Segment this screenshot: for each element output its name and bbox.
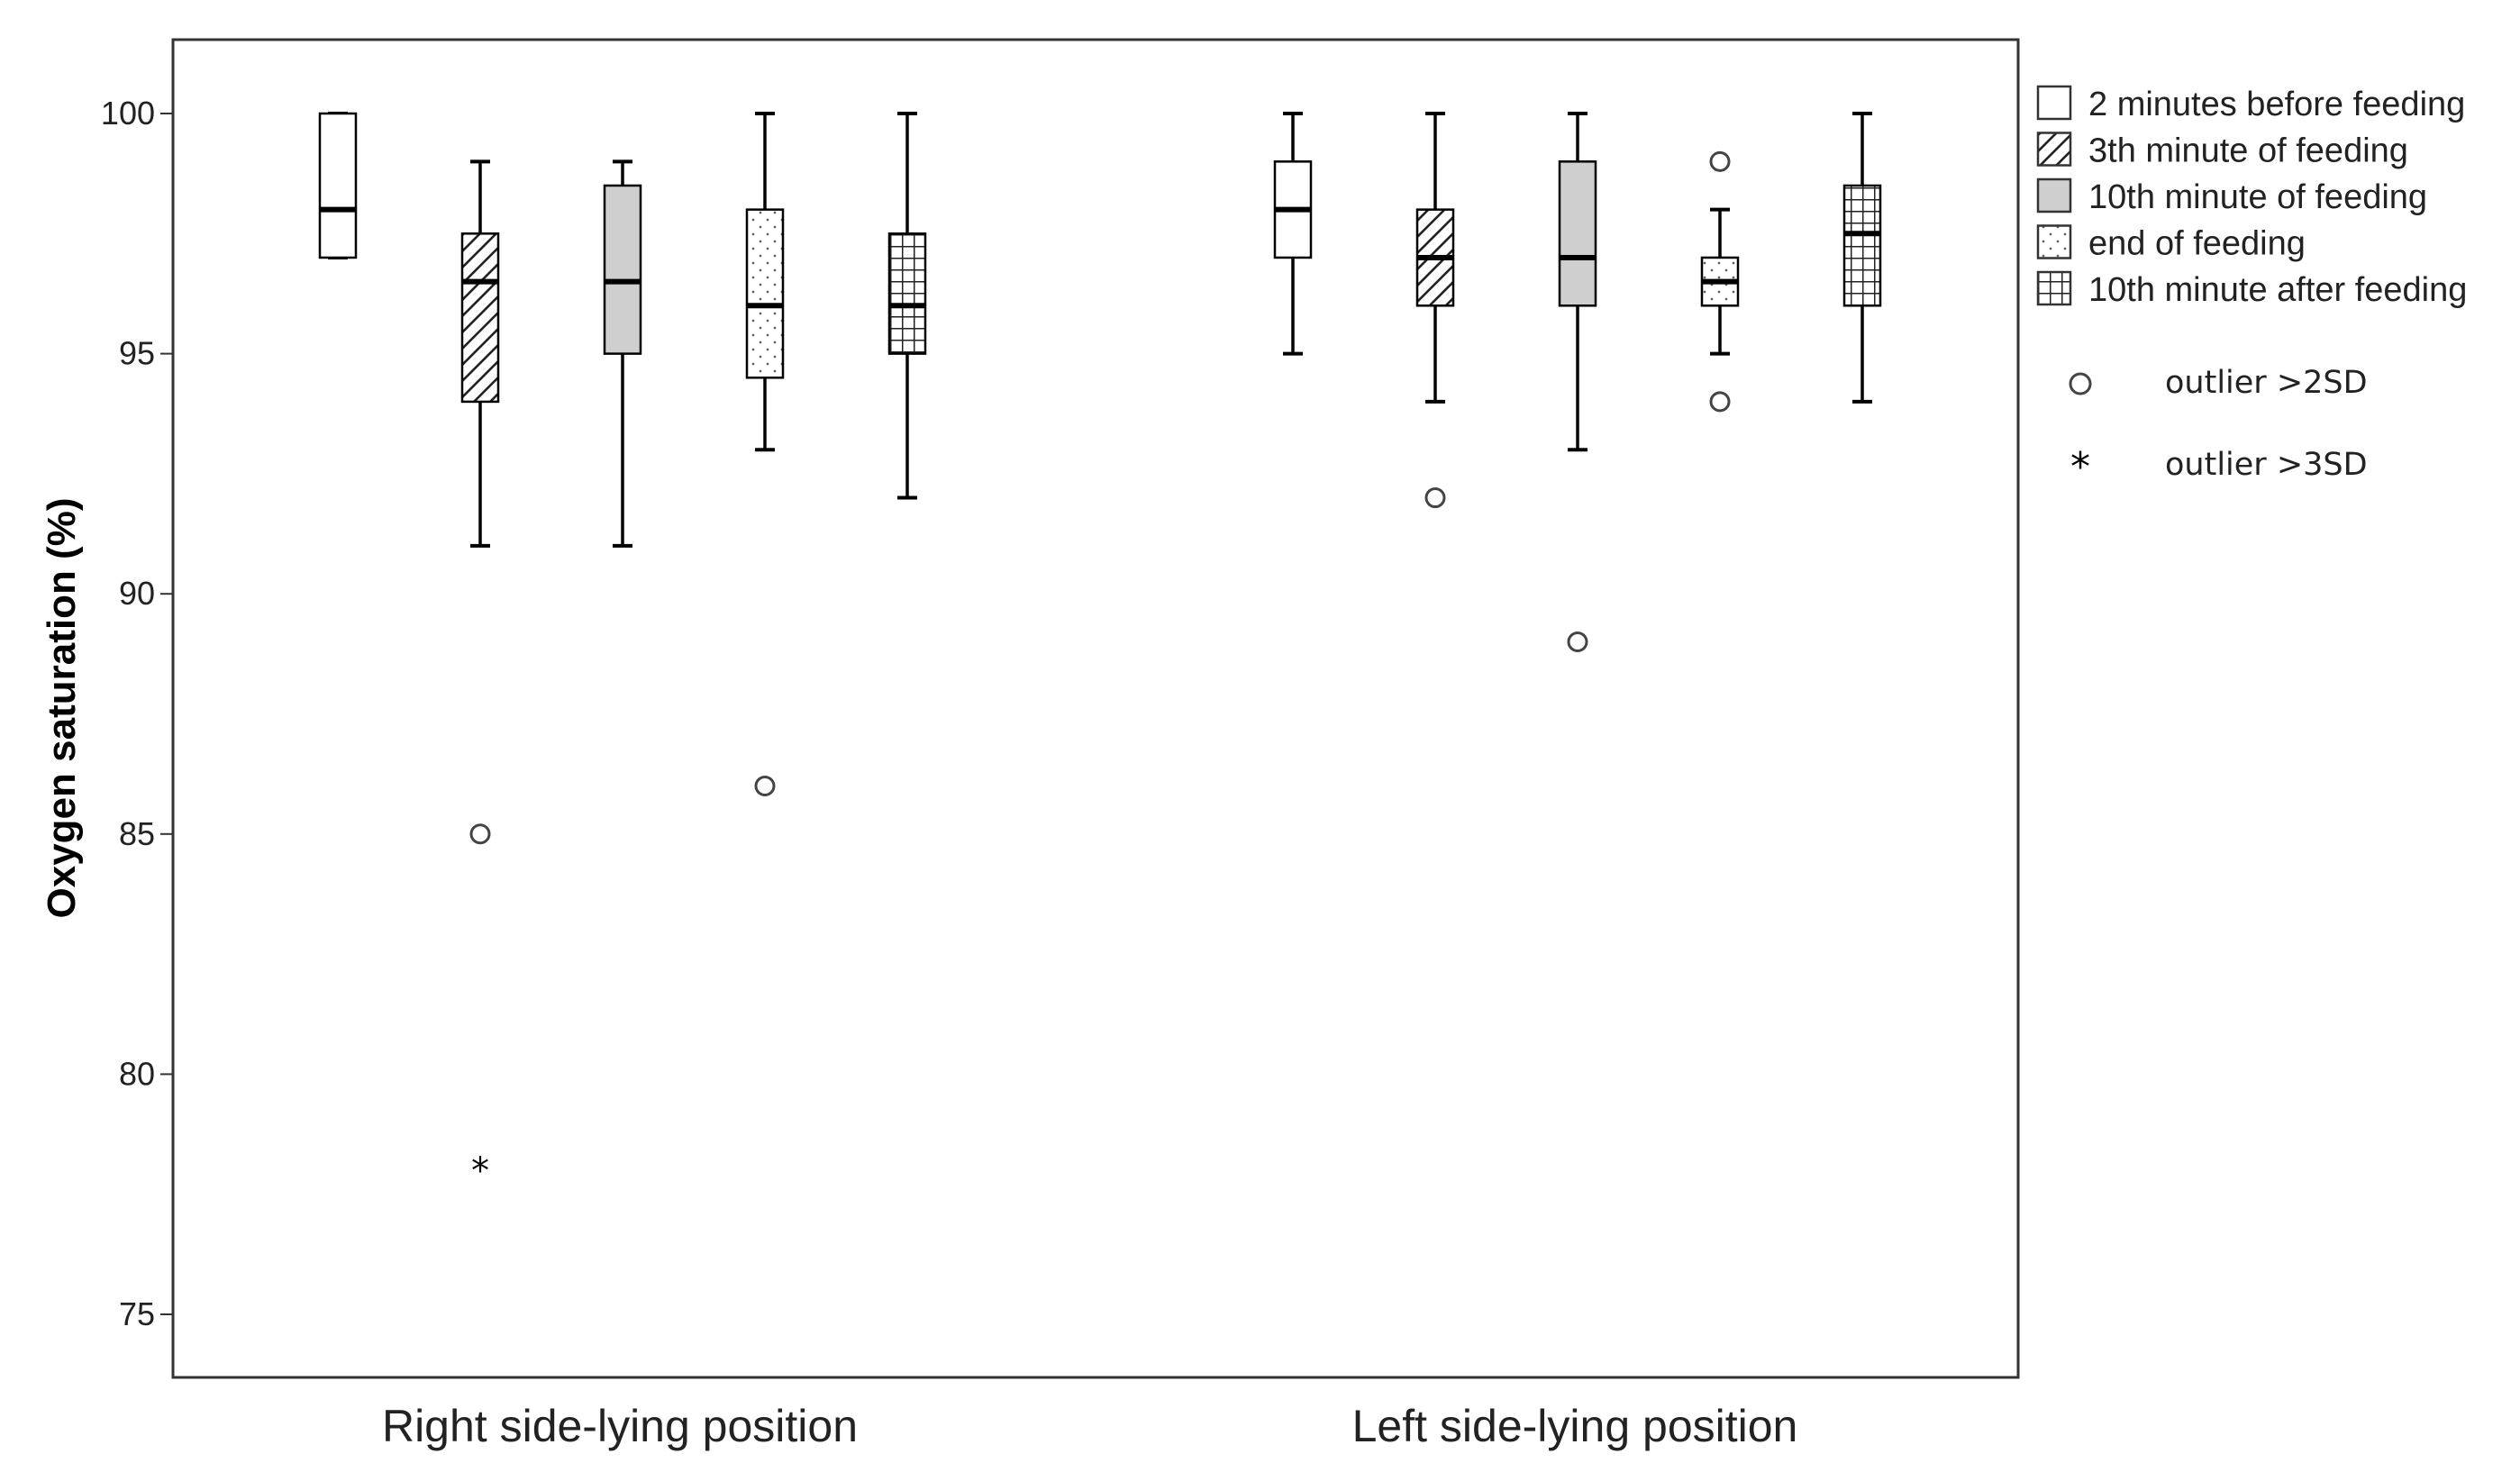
category-label-right: Right side-lying position bbox=[382, 1401, 858, 1451]
box-5-group-1 bbox=[887, 112, 927, 500]
box-iqr bbox=[1558, 160, 1597, 307]
y-tick-label: 85 bbox=[119, 815, 155, 852]
y-tick-label: 95 bbox=[119, 335, 155, 372]
legend-outlier-2sd-symbol bbox=[2069, 372, 2092, 395]
outlier-3sd-point: * bbox=[471, 1150, 489, 1192]
outlier-2sd-point bbox=[1709, 391, 1731, 413]
box-iqr bbox=[318, 112, 358, 259]
legend-swatch bbox=[2036, 85, 2072, 121]
legend-swatch bbox=[2036, 270, 2072, 306]
box-5-group-2 bbox=[1842, 112, 1882, 404]
box-iqr bbox=[460, 232, 500, 404]
legend-label: 10th minute after feeding bbox=[2088, 271, 2467, 309]
legend-outlier-3sd-symbol: * bbox=[2070, 444, 2090, 490]
box-3-group-1 bbox=[603, 159, 642, 548]
legend-label: 2 minutes before feeding bbox=[2088, 86, 2465, 123]
y-axis-title: Oxygen saturation (%) bbox=[40, 498, 84, 919]
box-2-group-2 bbox=[1415, 112, 1455, 509]
box-4-group-2 bbox=[1700, 150, 1740, 413]
y-tick-label: 75 bbox=[119, 1295, 155, 1332]
y-tick-label: 100 bbox=[101, 95, 155, 132]
box-iqr bbox=[603, 184, 642, 355]
legend-swatch bbox=[2036, 132, 2072, 167]
outlier-2sd-point bbox=[469, 823, 491, 845]
box-iqr bbox=[1842, 184, 1882, 307]
legend: 2 minutes before feeding 3th minute of fe… bbox=[2036, 85, 2467, 490]
outlier-2sd-point bbox=[1424, 487, 1446, 509]
box-iqr bbox=[745, 208, 785, 379]
outlier-2sd-point bbox=[1709, 150, 1731, 172]
box-2-group-1: * bbox=[460, 159, 500, 1192]
category-label-left: Left side-lying position bbox=[1352, 1401, 1798, 1451]
legend-swatch bbox=[2036, 177, 2072, 214]
y-tick-label: 80 bbox=[119, 1055, 155, 1092]
box-1-group-1 bbox=[318, 112, 358, 259]
outlier-2sd-point bbox=[754, 775, 776, 796]
legend-outlier-2sd-label: outlier >2SD bbox=[2165, 365, 2368, 401]
legend-label: end of feeding bbox=[2088, 225, 2306, 263]
legend-label: 10th minute of feeding bbox=[2088, 178, 2427, 216]
legend-swatch bbox=[2036, 224, 2072, 259]
box-4-group-1 bbox=[745, 112, 785, 796]
legend-outlier-3sd-label: outlier >3SD bbox=[2165, 447, 2368, 483]
plot-frame bbox=[171, 38, 2020, 1379]
y-tick-label: 90 bbox=[119, 575, 155, 612]
outlier-2sd-point bbox=[1567, 631, 1588, 653]
box-1-group-2 bbox=[1273, 112, 1313, 356]
box-iqr bbox=[887, 232, 927, 355]
y-axis-ticks: 75 80 85 90 95 100 bbox=[101, 95, 173, 1332]
box-3-group-2 bbox=[1558, 112, 1597, 653]
box-series: * bbox=[318, 112, 1882, 1192]
legend-label: 3th minute of feeding bbox=[2088, 132, 2408, 170]
